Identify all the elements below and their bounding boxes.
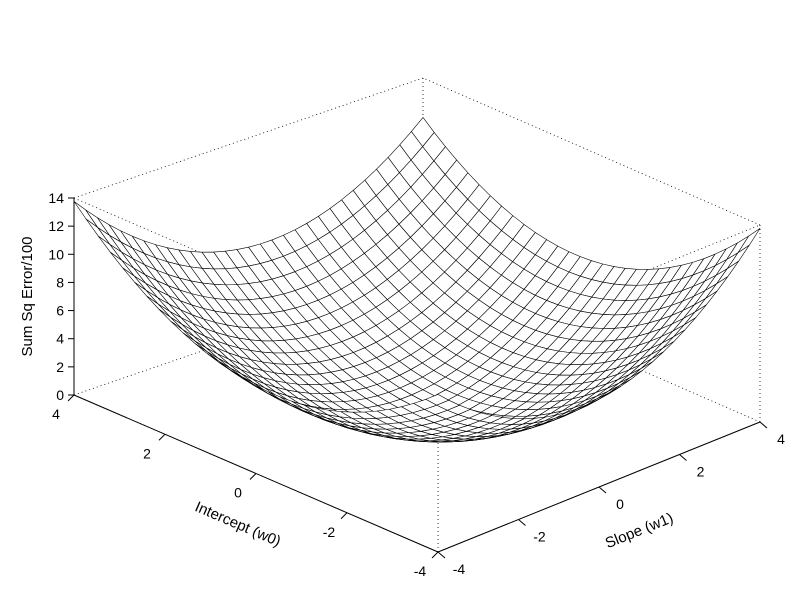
x-tick-label: -2 <box>323 524 336 540</box>
chart-container: -4 -2 0 2 4 -4 -2 0 2 4 0 2 4 6 8 10 12 14 Intercept (w0) S… <box>0 0 792 612</box>
y-tick-label: 4 <box>777 431 785 447</box>
y-tick-label: -2 <box>533 529 546 545</box>
z-tick-label: 14 <box>48 190 64 206</box>
surface-mesh <box>74 117 760 442</box>
y-tick-label: -4 <box>453 561 466 577</box>
z-tick-label: 6 <box>56 303 64 319</box>
y-axis-label: Slope (w1) <box>603 510 676 553</box>
z-tick-label: 12 <box>48 218 64 234</box>
z-tick-label: 8 <box>56 274 64 290</box>
z-tick-label: 2 <box>56 359 64 375</box>
x-axis-label: Intercept (w0) <box>192 498 283 550</box>
x-tick-label: 0 <box>234 485 242 501</box>
z-tick-label: 10 <box>48 246 64 262</box>
z-tick-label: 4 <box>56 331 64 347</box>
surface-plot: -4 -2 0 2 4 -4 -2 0 2 4 0 2 4 6 8 10 12 14 Intercept (w0) S… <box>0 0 792 612</box>
y-tick-label: 0 <box>616 496 624 512</box>
x-tick-label: 4 <box>52 406 60 422</box>
x-tick-label: 2 <box>143 445 151 461</box>
z-tick-label: 0 <box>56 387 64 403</box>
x-tick-label: -4 <box>414 563 427 579</box>
y-tick-label: 2 <box>697 464 705 480</box>
z-axis-label: Sum Sq Error/100 <box>19 236 36 356</box>
